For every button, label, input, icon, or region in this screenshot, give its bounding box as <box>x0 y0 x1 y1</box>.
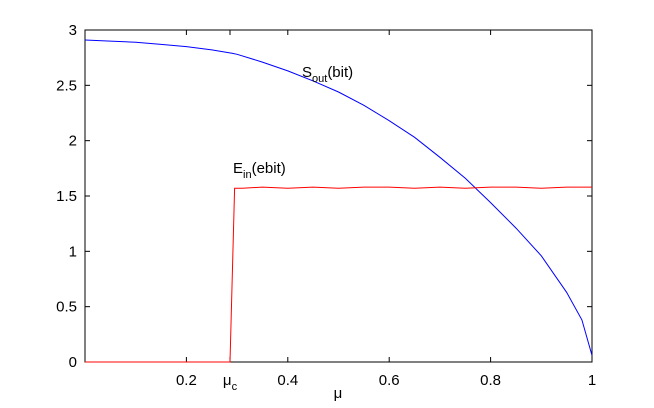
y-tick-label: 2.5 <box>56 77 77 94</box>
y-tick-label: 1 <box>69 243 77 260</box>
x-axis-label: μ <box>334 385 343 402</box>
y-tick-label: 0.5 <box>56 299 77 316</box>
x-tick-label: μc <box>223 372 238 393</box>
series-line-0 <box>84 39 593 356</box>
annotation-sout: Sout(bit) <box>302 64 353 85</box>
x-tick-label: 0.6 <box>379 372 400 389</box>
y-tick-label: 3 <box>69 22 77 39</box>
y-tick-label: 1.5 <box>56 188 77 205</box>
series-line-1 <box>85 186 592 363</box>
y-tick-label: 2 <box>69 133 77 150</box>
x-tick-label: 0.4 <box>277 372 298 389</box>
x-tick-label: 1 <box>588 372 596 389</box>
annotation-ein: Ein(ebit) <box>233 160 286 181</box>
ticks: 0 0.5 1 1.5 2 2.5 3 0.2 μc 0.4 0.6 0.8 1 <box>56 22 596 393</box>
y-tick-label: 0 <box>69 354 77 371</box>
series <box>84 39 593 363</box>
x-tick-label: 0.8 <box>480 372 501 389</box>
x-tick-label: 0.2 <box>176 372 197 389</box>
